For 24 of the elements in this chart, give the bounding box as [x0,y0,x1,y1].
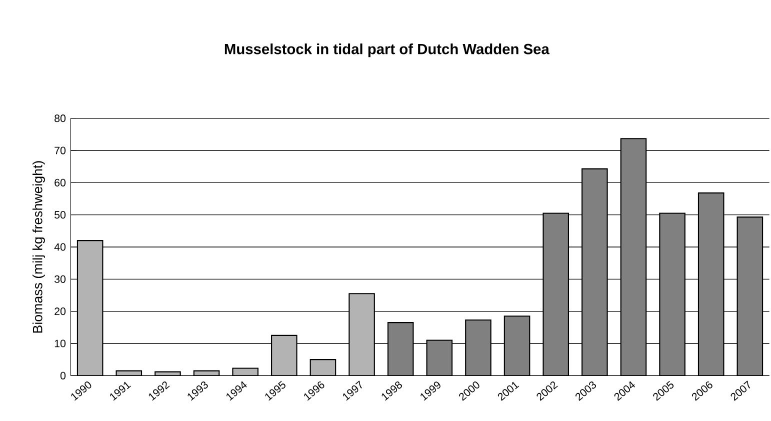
bar [659,212,686,376]
bar [465,319,492,376]
bar [736,216,764,376]
y-axis-title: Biomass (milj kg freshweight) [32,161,45,333]
bar [542,212,569,376]
bar [620,138,647,376]
y-tick-label: 10 [54,340,66,348]
bar [348,293,375,376]
y-tick-label: 0 [60,372,66,380]
y-tick-label: 20 [54,308,66,316]
bar [426,340,453,376]
y-tick-label: 60 [54,178,66,186]
y-tick-label: 70 [54,146,66,154]
y-tick-label: 30 [54,275,66,283]
bar [698,192,724,376]
bar [504,316,530,376]
y-tick-label: 40 [54,243,66,251]
chart-title: Musselstock in tidal part of Dutch Wadden Sea [224,43,550,58]
bar [582,168,608,376]
bar [387,322,414,376]
bar [271,334,298,376]
y-tick-label: 50 [54,211,66,219]
bar [76,240,104,376]
y-tick-label: 80 [54,114,66,122]
